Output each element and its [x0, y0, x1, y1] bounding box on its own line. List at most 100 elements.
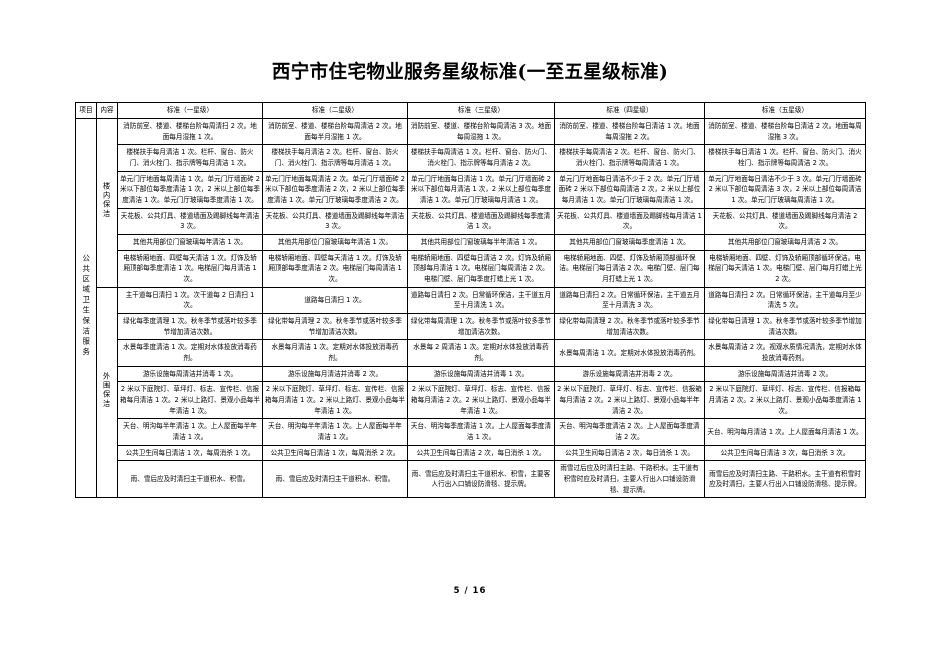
- table-header: 项目 内容 标准（一星级） 标准（二星级） 标准（三星级） 标准（四星级） 标准…: [75, 102, 866, 119]
- table-row: 2 米以下庭院灯、草坪灯、标志、宣传栏、信报箱每月清洁 1 次。2 米以上路灯、…: [76, 381, 866, 420]
- cell-star3: 雨、雪后应及时清扫主干道积水、积雪，主要客人行出入口铺设防滑毯、提示牌。: [407, 460, 555, 499]
- table-row: 单元门厅地面每周清洁 1 次。单元门厅墙面砖 2 米以下部位每季度清洁 1 次，…: [76, 170, 866, 209]
- cell-star2: 水景每月清洁 1 次。定期对水体投放消毒药剂。: [262, 339, 408, 367]
- table-row: 电梯轿厢地面、四壁每天清洁 1 次。灯饰及轿厢顶部每季度清洁 1 次。电梯层门每…: [76, 249, 866, 288]
- header-project: 项目: [75, 102, 97, 119]
- subgroup-label-indoor: 楼内保洁: [96, 117, 118, 288]
- standards-table-wrapper: 项目 内容 标准（一星级） 标准（二星级） 标准（三星级） 标准（四星级） 标准…: [75, 102, 866, 499]
- cell-star2: 天花板、公共灯具、楼道墙面及踢脚线每年清洁 3 次。: [262, 207, 408, 235]
- cell-star3: 消防前室、楼道、楼梯台阶每周清洁 3 次。地面每周湿拖 1 次。: [407, 117, 555, 146]
- cell-star2: 单元门厅地面每周清洁 2 次。单元门厅墙面砖 2 米以下部位每季度清洁 2 次，…: [262, 170, 408, 209]
- cell-star4: 雨雪过后应及时清扫主路、干路积水。主干道有积雪时应及时清扫，主要人行出入口铺设防…: [554, 460, 705, 499]
- cell-star5: 天花板、公共灯具、楼道墙面及踢脚线每月清洁 2 次。: [704, 207, 866, 235]
- cell-star5: 电梯轿厢地面、四壁、灯饰及轿厢顶部循环保洁。电梯层门每天清洁 1 次。电梯门壁、…: [704, 249, 866, 288]
- header-star5: 标准（五星级）: [704, 102, 866, 119]
- cell-star1: 单元门厅地面每周清洁 1 次。单元门厅墙面砖 2 米以下部位每季度清洁 1 次，…: [117, 170, 263, 209]
- cell-star1: 水景每季度清洁 1 次。定期对水体投放消毒药剂。: [117, 339, 263, 367]
- cell-star5: 雨雪后应及时清扫主路、干路积水。主干道有积雪时应及时清扫，主要人行出入口铺设防滑…: [704, 460, 866, 499]
- table-row: 雨、雪后应及时清扫主干道积水、积雪。 雨、雪后应及时清扫主干道积水、积雪。 雨、雪后…: [76, 460, 866, 499]
- header-star2: 标准（二星级）: [262, 102, 408, 119]
- cell-star3: 公共卫生间每日清洁 2 次，每日消杀 1 次。: [407, 444, 555, 462]
- cell-star4: 电梯轿厢地面、四壁、灯饰及轿厢顶部循环保洁。电梯层门每日清洁 2 次。电梯门壁、…: [554, 249, 705, 288]
- subgroup-label-text: 外围保洁: [102, 372, 112, 410]
- page-title: 西宁市住宅物业服务星级标准(一至五星级标准): [271, 62, 669, 83]
- cell-star5: 2 米以下庭院灯、草坪灯、标志、宣传栏、信报箱每月清洁 2 次。2 米以上路灯、…: [704, 381, 866, 420]
- cell-star1: 主干道每日清扫 1 次。次干道每 2 日清扫 1 次。: [117, 286, 263, 314]
- cell-star4: 天花板、公共灯具、楼道墙面及踢脚线每月清洁 1 次。: [554, 207, 705, 235]
- cell-star4: 消防前室、楼道、楼梯台阶每日清洁 1 次。地面每周湿拖 2 次。: [554, 117, 705, 146]
- cell-star4: 楼梯扶手每周清洁 2 次。栏杆、窗台、防火门、消火栓门、指示牌等每周清洁 1 次…: [554, 144, 705, 172]
- cell-star1: 2 米以下庭院灯、草坪灯、标志、宣传栏、信报箱每月清洁 1 次。2 米以上路灯、…: [117, 381, 263, 420]
- cell-star1: 天花板、公共灯具、楼道墙面及踢脚线每年清洁 3 次。: [117, 207, 263, 235]
- table-row: 游乐设施每周清洁并消毒 1 次。 游乐设施每月清洁并消毒 2 次。 游乐设施每周清洁…: [76, 365, 866, 383]
- cell-star2: 电梯轿厢地面、四壁每天清洁 1 次。灯饰及轿厢顶部每季度清洁 2 次。电梯层门每…: [262, 249, 408, 288]
- table-row: 外围保洁 主干道每日清扫 1 次。次干道每 2 日清扫 1 次。 道路每日清扫 1 …: [76, 286, 866, 499]
- table-row: 天花板、公共灯具、楼道墙面及踢脚线每年清洁 3 次。 天花板、公共灯具、楼道墙面及…: [76, 207, 866, 235]
- cell-star3: 2 米以下庭院灯、草坪灯、标志、宣传栏、信报箱每月清洁 2 次。2 米以上路灯、…: [407, 381, 555, 420]
- header-row: 项目 内容 标准（一星级） 标准（二星级） 标准（三星级） 标准（四星级） 标准…: [75, 102, 866, 119]
- cell-star5: 道路每日清扫 2 次。日常循环保洁，主干道每月至少清洗 5 次。: [704, 286, 866, 314]
- cell-star5: 单元门厅地面每日清洁不少于 3 次。单元门厅墙面砖 2 米以下部位每周清洁 3 …: [704, 170, 866, 209]
- cell-star1: 绿化每季度清理 1 次。秋冬季节或落叶较多季节增加清洁次数。: [117, 312, 263, 341]
- cell-star2: 消防前室、楼道、楼梯台阶每周清洁 2 次。地面每半月湿拖 1 次。: [262, 117, 408, 146]
- cell-star5: 消防前室、楼道、楼梯台阶每日清洁 2 次。地面每周湿拖 3 次。: [704, 117, 866, 146]
- cell-star3: 天台、明沟每季度清洁 1 次。上人屋面每季度清洁 1 次。: [407, 418, 555, 446]
- cell-star1: 消防前室、楼道、楼梯台阶每周清扫 2 次。地面每月湿拖 1 次。: [117, 117, 263, 146]
- table-row: 公共区域卫生保洁服务 楼内保洁 消防前室、楼道、楼梯台阶每周清扫 2 次。地面每月湿…: [75, 117, 866, 499]
- table-row: 绿化每季度清理 1 次。秋冬季节或落叶较多季节增加清洁次数。 绿化带每月清理 2 …: [76, 312, 866, 341]
- cell-star5: 游乐设施每周清洁并消毒 2 次。: [704, 365, 866, 383]
- cell-star3: 水景每 2 周清洁 1 次。定期对水体投放消毒药剂。: [407, 339, 555, 367]
- cell-star5: 楼梯扶手每日清洁 1 次。栏杆、窗台、防火门、消火栓门、指示牌等每周清洁 2 次…: [704, 144, 866, 172]
- cell-star1: 公共卫生间每日清洁 1 次，每周消杀 1 次。: [117, 444, 263, 462]
- cell-star4: 单元门厅地面每日清洁不少于 2 次。单元门厅墙面砖 2 米以下部位每周清洁 2 …: [554, 170, 705, 209]
- cell-star4: 绿化带每周清理 2 次。秋冬季节或落叶较多季节增加清洁次数。: [554, 312, 705, 341]
- cell-star2: 道路每日清扫 1 次。: [262, 286, 408, 314]
- cell-star2: 楼梯扶手每月清洁 2 次。栏杆、窗台、防火门、消火栓门、指示牌等每月清洁 1 次…: [262, 144, 408, 172]
- cell-star4: 天台、明沟每季度清洁 2 次。上人屋面每季度清洁 2 次。: [554, 418, 705, 446]
- cell-star4: 道路每日清扫 2 次。日常循环保洁，主干道五月至十月清洗 3 次。: [554, 286, 705, 314]
- cell-star1: 天台、明沟每半年清洁 1 次。上人屋面每半年清洁 1 次。: [117, 418, 263, 446]
- cell-star3: 其他共用部位门窗玻璃每半年清洁 1 次。: [407, 233, 555, 251]
- group-label-public-area: 公共区域卫生保洁服务: [75, 117, 97, 499]
- cell-star3: 楼梯扶手每周清洁 1 次。栏杆、窗台、防火门、消火栓门、指示牌等每月清洁 2 次…: [407, 144, 555, 172]
- cell-star2: 2 米以下庭院灯、草坪灯、标志、宣传栏、信报箱每月清洁 1 次。2 米以上路灯、…: [262, 381, 408, 420]
- cell-star1: 其他共用部位门窗玻璃每年清洁 1 次。: [117, 233, 263, 251]
- header-star1: 标准（一星级）: [117, 102, 263, 119]
- cell-star5: 其他共用部位门窗玻璃每月清洁 2 次。: [704, 233, 866, 251]
- cell-star3: 绿化带每周清理 1 次。秋冬季节或落叶较多季节增加清洁次数。: [407, 312, 555, 341]
- standards-table: 项目 内容 标准（一星级） 标准（二星级） 标准（三星级） 标准（四星级） 标准…: [75, 102, 866, 499]
- table-row: 楼梯扶手每月清洁 1 次。栏杆、窗台、防火门、消火栓门、指示牌等每月清洁 1 次…: [76, 144, 866, 172]
- page-number: 5 / 16: [453, 586, 487, 596]
- cell-star2: 游乐设施每月清洁并消毒 2 次。: [262, 365, 408, 383]
- cell-star5: 天台、明沟每月清洁 1 次。上人屋面每月清洁 1 次。: [704, 418, 866, 446]
- cell-star5: 公共卫生间每日清洁 3 次，每日消杀 3 次。: [704, 444, 866, 462]
- header-content: 内容: [96, 102, 118, 119]
- table-row: 其他共用部位门窗玻璃每年清洁 1 次。 其他共用部位门窗玻璃每年清洁 1 次。 其他…: [76, 233, 866, 251]
- table-row: 水景每季度清洁 1 次。定期对水体投放消毒药剂。 水景每月清洁 1 次。定期对水体…: [76, 339, 866, 367]
- cell-star3: 电梯轿厢地面、四壁每日清洁 2 次。灯饰及轿厢顶部每月清洁 1 次。电梯层门每周…: [407, 249, 555, 288]
- table-row: 天台、明沟每半年清洁 1 次。上人屋面每半年清洁 1 次。 天台、明沟每半年清洁 …: [76, 418, 866, 446]
- header-star4: 标准（四星级）: [554, 102, 705, 119]
- cell-star4: 其他共用部位门窗玻璃每季度清洁 1 次。: [554, 233, 705, 251]
- cell-star3: 道路每日清扫 2 次。日常循环保洁，主干道五月至十月清洗 1 次。: [407, 286, 555, 314]
- cell-star4: 2 米以下庭院灯、草坪灯、标志、宣传栏、信报箱每月清洁 2 次。2 米以上路灯、…: [554, 381, 705, 420]
- cell-star2: 天台、明沟每半年清洁 1 次。上人屋面每半年清洁 1 次。: [262, 418, 408, 446]
- table-body: 公共区域卫生保洁服务 楼内保洁 消防前室、楼道、楼梯台阶每周清扫 2 次。地面每月湿…: [75, 117, 866, 499]
- subgroup-label-outdoor: 外围保洁: [96, 286, 118, 499]
- cell-star5: 水景每周清洁 2 次。视观水质情况清洗，定期对水体投放消毒药剂。: [704, 339, 866, 367]
- cell-star4: 游乐设施每周清洁并消毒 2 次。: [554, 365, 705, 383]
- cell-star3: 单元门厅地面每日清洁 1 次。单元门厅墙面砖 2 米以下部位每月清洁 1 次，2…: [407, 170, 555, 209]
- cell-star2: 雨、雪后应及时清扫主干道积水、积雪。: [262, 460, 408, 499]
- cell-star2: 绿化带每月清理 2 次。秋冬季节或落叶较多季节增加清洁次数。: [262, 312, 408, 341]
- cell-star2: 公共卫生间每日清洁 1 次，每周消杀 2 次。: [262, 444, 408, 462]
- cell-star1: 楼梯扶手每月清洁 1 次。栏杆、窗台、防火门、消火栓门、指示牌等每月清洁 1 次…: [117, 144, 263, 172]
- cell-star1: 电梯轿厢地面、四壁每天清洁 1 次。灯饰及轿厢顶部每季度清洁 1 次。电梯层门每…: [117, 249, 263, 288]
- subgroup-label-text: 楼内保洁: [102, 182, 112, 220]
- table-row: 公共卫生间每日清洁 1 次，每周消杀 1 次。 公共卫生间每日清洁 1 次，每周消…: [76, 444, 866, 462]
- group-label-text: 公共区域卫生保洁服务: [81, 254, 91, 359]
- cell-star3: 游乐设施每周清洁并消毒 1 次。: [407, 365, 555, 383]
- cell-star4: 水景每周清洁 1 次。定期对水体投放消毒药剂。: [554, 339, 705, 367]
- header-star3: 标准（三星级）: [407, 102, 555, 119]
- cell-star5: 绿化带每日清理 1 次。秋冬季节或落叶较多季节增加清洁次数。: [704, 312, 866, 341]
